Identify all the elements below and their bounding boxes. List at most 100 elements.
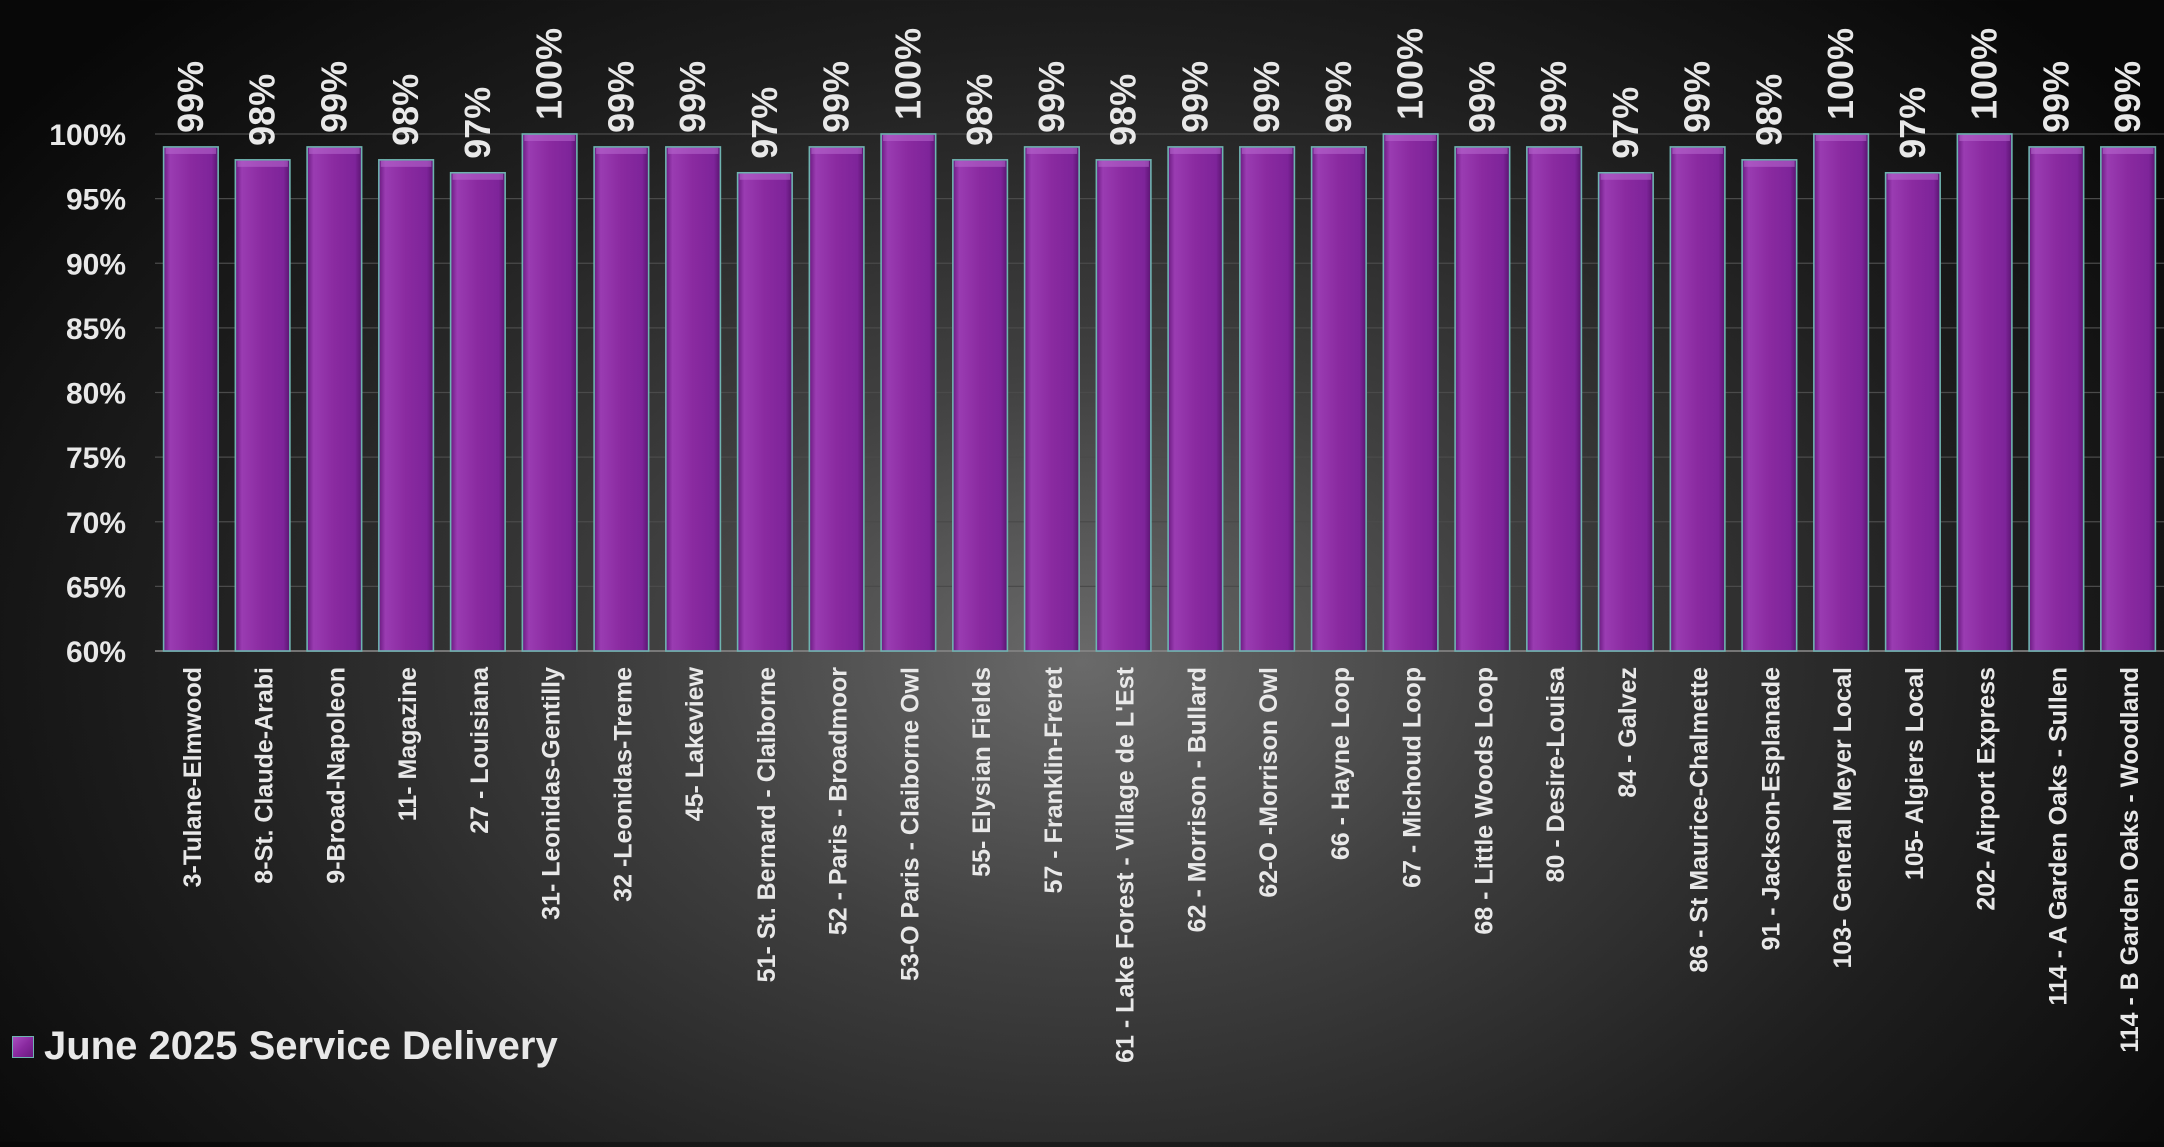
bar [665,146,722,652]
data-label: 97% [744,87,785,159]
y-tick-label: 80% [66,378,126,411]
bar [1813,133,1870,652]
bar-top-bevel [1744,160,1795,167]
bar [449,171,506,652]
x-tick-label: 57 - Franklin-Freret [1040,666,1068,893]
y-tick-label: 75% [66,442,126,475]
x-tick-label: 68 - Little Woods Loop [1470,667,1498,935]
bar [1956,133,2013,652]
x-tick-label: 27 - Louisiana [466,666,494,834]
data-label: 99% [1174,61,1215,133]
bar [1239,146,1296,652]
data-label: 98% [1748,74,1789,146]
x-tick-label: 32 -Leonidas-Treme [609,667,637,902]
legend-swatch-icon [12,1035,34,1058]
x-tick-label: 62 - Morrison - Bullard [1183,667,1211,932]
x-tick-label: 84 - Galvez [1614,667,1642,798]
x-tick-label: 51- St. Bernard - Claiborne [753,667,781,982]
data-label: 100% [529,28,570,120]
bar [1310,146,1367,652]
x-tick-label: 3-Tulane-Elmwood [179,667,207,887]
bar-top-bevel [739,173,791,180]
bar [880,133,937,652]
x-tick-label: 11- Magazine [394,667,422,821]
y-tick-label: 85% [66,313,126,346]
bar [1382,133,1439,652]
bar [162,146,219,652]
bar [234,159,291,652]
x-tick-label: 31- Leonidas-Gentilly [538,667,566,920]
bar-top-bevel [309,147,360,154]
x-tick-label: 91 - Jackson-Esplanade [1757,667,1785,951]
bar [1454,146,1511,652]
data-label: 99% [672,61,713,133]
data-label: 99% [1533,61,1574,133]
bar [1095,159,1152,652]
x-tick-label: 8-St. Claude-Arabi [251,667,279,884]
x-tick-label: 45- Lakeview [681,666,709,821]
x-tick-labels: 3-Tulane-Elmwood 8-St. Claude-Arabi 9-Broa… [179,666,2144,1063]
data-label: 100% [887,28,928,120]
data-labels: 99% 98% 99% 98% 97% 100% 99% 99% 97% 99% 100% 98% 99… [170,28,2148,159]
x-tick-label: 61 - Lake Forest - Village de L'Est [1112,666,1140,1063]
bar-top-bevel [1959,135,2010,141]
data-label: 97% [457,87,498,159]
x-tick-label: 202- Airport Express [1973,667,2001,911]
data-label: 98% [385,74,426,146]
bar-top-bevel [811,147,862,154]
bar [1741,159,1798,652]
data-label: 99% [170,61,211,133]
data-label: 98% [242,74,283,146]
bar-top-bevel [1457,147,1508,154]
bar-top-bevel [2031,147,2082,154]
bars [162,133,2157,652]
legend: June 2025 Service Delivery [12,1024,558,1069]
bar [1597,171,1654,652]
x-tick-label: 53-O Paris - Claiborne Owl [896,667,924,981]
data-label: 99% [1318,61,1359,133]
bar-top-bevel [165,147,217,154]
bar-top-bevel [1887,173,1939,180]
data-label: 99% [816,61,857,133]
data-label: 98% [1103,74,1144,146]
bar-top-bevel [1026,147,1078,154]
bar-top-bevel [596,147,647,154]
bar [593,146,650,652]
bar-top-bevel [1600,173,1652,180]
data-label: 99% [2107,61,2148,133]
bar-top-bevel [380,160,432,167]
bar [306,146,363,652]
bar-top-bevel [667,147,719,154]
bar [952,159,1009,652]
bar-top-bevel [954,160,1006,167]
legend-label: June 2025 Service Delivery [44,1024,558,1068]
bar-top-bevel [883,135,934,141]
x-tick-label: 114 - A Garden Oaks - Sullen [2044,667,2072,1006]
data-label: 99% [1246,61,1287,133]
x-tick-label: 66 - Hayne Loop [1327,667,1355,860]
x-tick-label: 55- Elysian Fields [968,667,996,877]
bar [808,146,865,652]
y-tick-label: 90% [66,248,126,281]
bar [2100,146,2157,652]
bar [378,159,435,652]
bar [521,133,578,652]
y-tick-label: 65% [66,571,126,604]
y-tick-label: 95% [66,184,126,217]
y-tick-label: 60% [66,636,126,669]
bar-top-bevel [1815,135,1867,141]
data-label: 97% [1892,87,1933,159]
data-label: 99% [1031,61,1072,133]
bar [2028,146,2085,652]
data-label: 98% [959,74,1000,146]
y-tick-label: 100% [49,119,126,152]
bar [1669,146,1726,652]
data-label: 97% [1605,87,1646,159]
data-label: 99% [1461,61,1502,133]
bar [736,171,793,652]
bar-top-bevel [1170,147,1221,154]
bar-top-bevel [1672,147,1723,154]
data-label: 99% [2035,61,2076,133]
